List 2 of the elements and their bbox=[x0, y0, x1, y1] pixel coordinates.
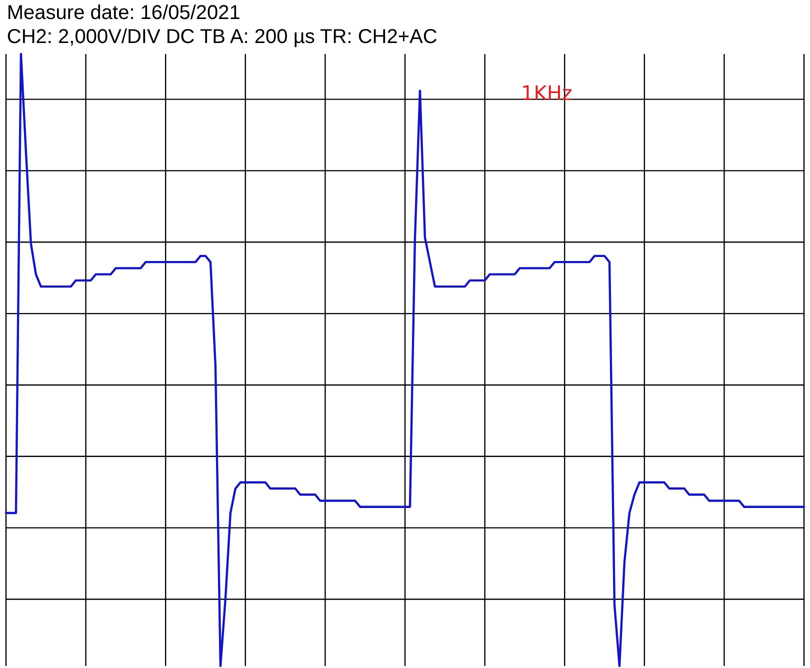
chart-subtitle: CH2: 2,000V/DIV DC TB A: 200 µs TR: CH2+AC bbox=[6, 26, 438, 48]
chart-title: Measure date: 16/05/2021 bbox=[6, 2, 240, 24]
